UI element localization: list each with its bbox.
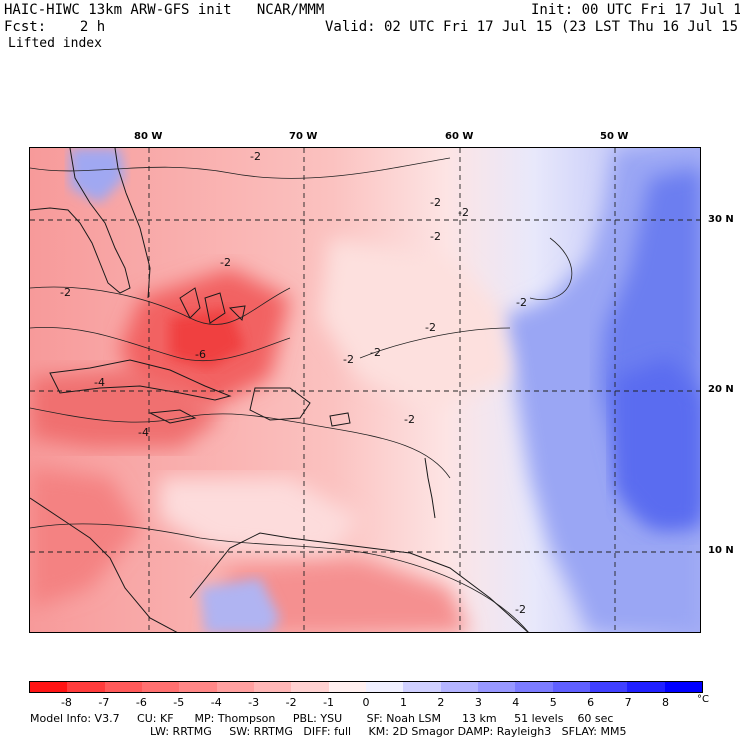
model-title: HAIC-HIWC 13km ARW-GFS init NCAR/MMM	[4, 2, 325, 18]
valid-time: Valid: 02 UTC Fri 17 Jul 15 (23 LST Thu …	[325, 19, 740, 35]
colorbar-tick-label: 7	[624, 696, 632, 709]
contour-cuba-north	[30, 326, 291, 362]
contour-label: -4	[138, 426, 149, 439]
colorbar-tick-label: -2	[285, 696, 297, 709]
colorbar-segment	[216, 682, 254, 692]
colorbar-segment	[328, 682, 366, 692]
colorbar-tick-label: 1	[399, 696, 407, 709]
lon-label-80w: 80 W	[134, 131, 163, 142]
contour-mid	[30, 286, 291, 325]
map-svg: -2 -2 -2 -2 -2 -2 -2 -2 -2 -2 -4 -4 -6 -…	[30, 148, 700, 632]
colorbar-tick-label: -6	[135, 696, 147, 709]
colorbar-segment	[141, 682, 180, 692]
colorbar-tick-label: 3	[474, 696, 482, 709]
lat-label-20n: 20 N	[708, 384, 734, 395]
light-band-atlantic	[320, 238, 510, 408]
contour-label: -4	[94, 376, 105, 389]
colorbar-unit: °C	[697, 694, 709, 705]
colorbar-tick-label: 0	[362, 696, 370, 709]
field-name: Lifted index	[8, 36, 102, 51]
colorbar-segment	[552, 682, 590, 692]
contour-label: -6	[195, 348, 206, 361]
contour-label: -2	[404, 413, 415, 426]
colorbar-tick-label: 4	[512, 696, 520, 709]
colorbar-tick-label: 2	[437, 696, 445, 709]
contour-label: -2	[220, 256, 231, 269]
contour-south	[30, 523, 529, 632]
stable-patch-southeast-us	[70, 148, 125, 203]
colorbar	[29, 681, 703, 693]
colorbar-tick-label: -8	[60, 696, 72, 709]
colorbar-tick-label: -1	[323, 696, 335, 709]
colorbar-segment	[515, 682, 553, 692]
forecast-label: Fcst: 2 h	[4, 19, 106, 35]
colorbar-tick-label: 8	[662, 696, 670, 709]
contour-lines	[30, 157, 573, 632]
contour-label: -2	[250, 150, 261, 163]
model-info-line2: LW: RRTMG SW: RRTMG DIFF: full KM: 2D Sm…	[150, 725, 627, 738]
lat-label-30n: 30 N	[708, 214, 734, 225]
hispaniola	[249, 387, 311, 421]
init-time: Init: 00 UTC Fri 17 Jul 15	[531, 2, 740, 18]
colorbar-segment	[179, 682, 217, 692]
colorbar-segment	[253, 682, 292, 692]
contour-label: -2	[425, 321, 436, 334]
colorbar-segment	[664, 682, 702, 692]
colorbar-tick-label: 5	[549, 696, 557, 709]
contour-upper	[30, 157, 451, 179]
contour-label: -2	[370, 346, 381, 359]
contour-label: -2	[515, 603, 526, 616]
contour-label: -2	[430, 230, 441, 243]
colorbar-segment	[627, 682, 665, 692]
colorbar-segment	[291, 682, 329, 692]
bahamas	[179, 287, 246, 324]
stable-zone-deep	[615, 358, 700, 528]
unstable-zone-central-america	[30, 468, 140, 608]
central-america-coast	[30, 497, 178, 632]
colorbar-segment	[589, 682, 628, 692]
florida-atlantic-coast	[114, 148, 151, 299]
contour-label: -2	[430, 196, 441, 209]
jamaica	[148, 409, 197, 424]
contour-label: -2	[516, 296, 527, 309]
lifted-index-map: -2 -2 -2 -2 -2 -2 -2 -2 -2 -2 -4 -4 -6 -…	[29, 147, 701, 633]
coastlines	[30, 148, 529, 632]
unstable-zone-cuba	[30, 368, 220, 448]
florida-gulf-coast	[30, 148, 131, 294]
colorbar-segment	[440, 682, 478, 692]
cuba	[49, 359, 232, 401]
colorbar-tick-label: -5	[173, 696, 185, 709]
contour-label: -2	[60, 286, 71, 299]
south-america-coast	[189, 532, 529, 632]
contour-labels: -2 -2 -2 -2 -2 -2 -2 -2 -2 -2 -4 -4 -6 -…	[60, 150, 527, 616]
lesser-antilles	[424, 457, 436, 519]
lon-label-60w: 60 W	[445, 131, 474, 142]
colorbar-tick-label: -4	[210, 696, 222, 709]
contour-label: -2	[458, 206, 469, 219]
contour-east	[529, 237, 573, 300]
lon-label-70w: 70 W	[289, 131, 318, 142]
colorbar-segment	[104, 682, 142, 692]
graticule	[30, 148, 700, 632]
lon-label-50w: 50 W	[600, 131, 629, 142]
stable-patch-venezuela	[200, 578, 280, 632]
contour-label: -2	[343, 353, 354, 366]
colorbar-segment	[67, 682, 105, 692]
model-info-line1: Model Info: V3.7 CU: KF MP: Thompson PBL…	[30, 712, 614, 725]
contour-atlantic	[359, 327, 511, 359]
puerto-rico	[329, 412, 351, 427]
lat-label-10n: 10 N	[708, 545, 734, 556]
colorbar-segment	[365, 682, 404, 692]
colorbar-tick-label: -7	[98, 696, 110, 709]
light-band-caribbean	[160, 478, 360, 558]
colorbar-segment	[403, 682, 441, 692]
colorbar-tick-label: 6	[587, 696, 595, 709]
colorbar-segment	[477, 682, 516, 692]
colorbar-segment	[30, 682, 68, 692]
colorbar-tick-label: -3	[248, 696, 260, 709]
contour-caribbean	[30, 407, 451, 479]
